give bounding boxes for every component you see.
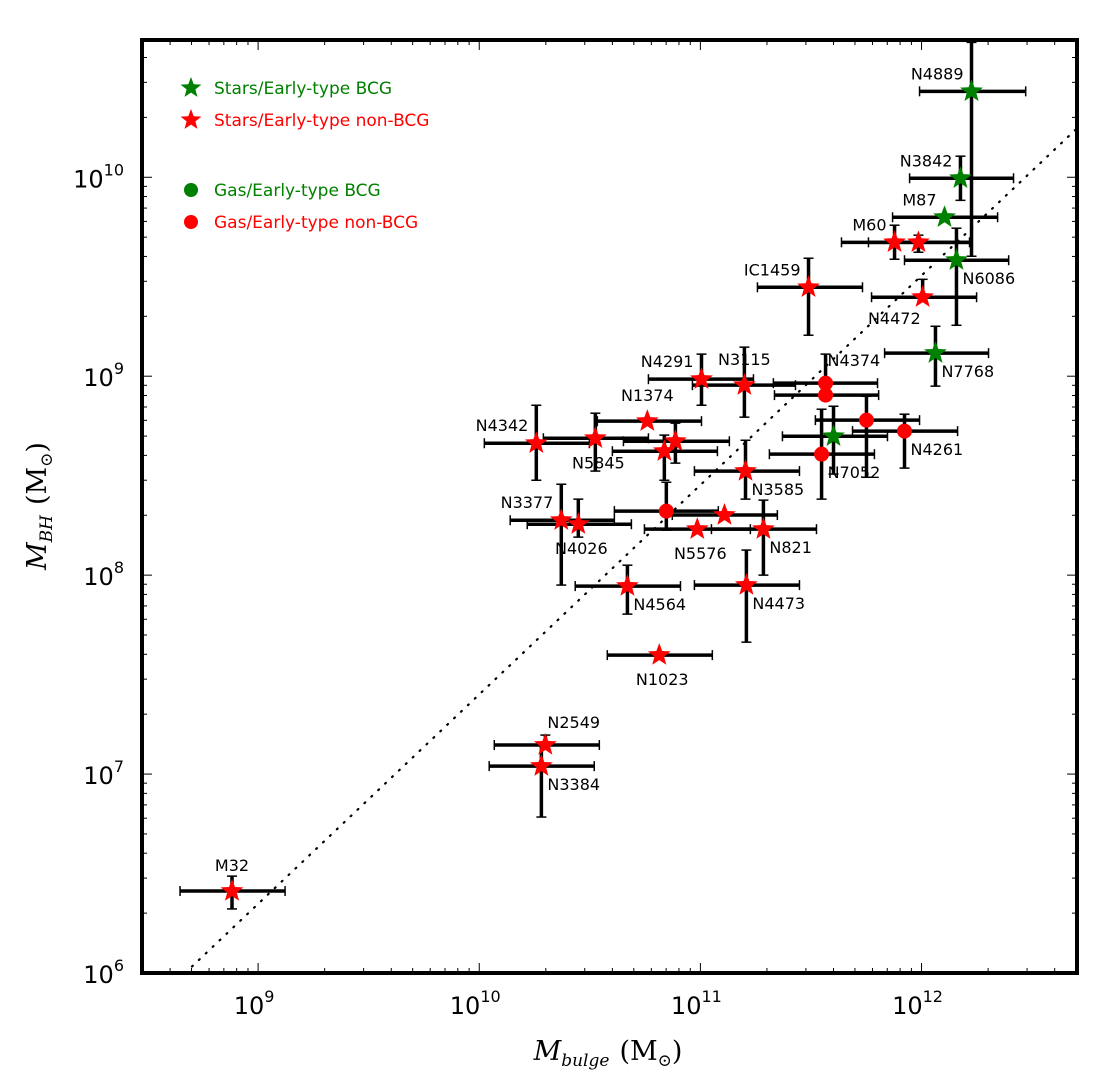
legend-label: Stars/Early-type non-BCG [214,111,429,131]
data-point-star [911,285,935,307]
data-point-star [566,512,590,534]
legend-item-gas-bcg: Gas/Early-type BCG [184,181,381,201]
x-axis-title: Mbulge (M⊙) [533,1036,683,1071]
data-point-star [524,431,548,453]
data-point-star [549,508,573,530]
point-label: N3842 [900,151,953,170]
data-point-star [663,429,687,451]
data-point-star [949,166,972,188]
data-point-star [822,424,845,446]
markers [220,79,983,901]
data-point-star [734,459,757,481]
point-label: N3115 [718,350,771,369]
data-point-circle [818,387,834,403]
data-point-star [797,275,820,297]
point-labels: N4889 N3842 M87 M60 N6086 N4472 IC1459 N7768 N43… [215,64,1015,875]
data-point-circle [818,375,834,391]
x-tick-label: 1011 [671,987,722,1020]
x-tick-label: 1010 [450,987,501,1020]
y-tick-label: 107 [83,757,124,790]
data-point-star [220,879,244,901]
point-label: N4261 [911,440,964,459]
point-label: N821 [769,538,812,557]
errorbars [179,41,1027,910]
point-label: N4291 [641,352,694,371]
y-tick-label: 1010 [73,160,124,193]
plot-frame [140,38,1079,975]
data-point-circle [814,446,830,462]
point-label: N7768 [941,362,994,381]
point-label: N4026 [555,539,608,558]
fit-line [184,127,1079,975]
data-point-circle [658,503,674,519]
data-point-circle [858,412,874,428]
legend-item-stars-bcg: Stars/Early-type BCG [180,77,392,99]
data-point-star [529,754,553,776]
legend-label: Stars/Early-type BCG [214,79,392,99]
legend: Stars/Early-type BCG Stars/Early-type no… [180,77,429,233]
y-tick-label: 109 [83,359,124,392]
fit-line-group [184,127,1079,975]
data-point-star [734,573,758,595]
x-tick-label: 1012 [892,987,943,1020]
x-tick-label: 109 [234,987,275,1020]
data-point-star [583,426,607,448]
point-label: N4472 [868,309,921,328]
point-label: N5576 [674,544,727,563]
data-point-star [907,230,930,253]
data-point-star [533,733,557,755]
green-circle-icon [184,183,198,197]
point-label: N7052 [828,463,881,482]
data-point-star [647,643,671,665]
point-label: N4889 [911,64,964,83]
point-label: N5845 [572,453,625,472]
point-label: N4473 [752,594,805,613]
major-ticks [142,40,1077,974]
point-label: N3585 [752,480,805,499]
y-tick-label: 106 [83,956,124,989]
data-point-star [933,205,956,227]
point-label: N3377 [501,493,554,512]
red-star-icon [180,109,202,129]
data-point-star [713,503,736,525]
point-label: N4564 [633,595,686,614]
point-label: N2549 [547,713,600,732]
point-label: N6086 [962,269,1015,288]
point-label: M60 [852,215,886,234]
x-tick-labels: 109 1010 1011 1012 [234,987,943,1020]
data-point-star [960,79,983,102]
point-label: N1023 [636,670,689,689]
data-point-star [883,230,906,253]
y-axis-title: MBH(M⊙) [22,442,57,571]
point-label: N1374 [621,386,674,405]
data-point-star [924,341,947,363]
point-label: M32 [215,856,249,875]
point-label: N3384 [547,775,600,794]
data-point-star [732,373,756,395]
y-tick-labels: 106 107 108 109 1010 [73,160,124,989]
data-point-star [945,248,968,270]
data-point-star [616,574,639,596]
y-tick-label: 108 [83,558,124,591]
red-circle-icon [184,215,198,229]
legend-label: Gas/Early-type non-BCG [214,213,418,233]
green-star-icon [180,77,202,97]
point-label: N4374 [828,351,881,370]
data-point-star [752,517,775,539]
legend-item-gas-nonbcg: Gas/Early-type non-BCG [184,213,418,233]
point-label: M87 [902,190,936,209]
data-point-star [652,439,676,461]
data-point-star [635,409,659,431]
data-point-star [690,367,713,389]
legend-item-stars-nonbcg: Stars/Early-type non-BCG [180,109,429,131]
legend-label: Gas/Early-type BCG [214,181,381,201]
data-point-circle [897,423,913,439]
point-label: N4342 [476,416,529,435]
data-point-star [685,517,709,539]
point-label: IC1459 [744,260,801,279]
